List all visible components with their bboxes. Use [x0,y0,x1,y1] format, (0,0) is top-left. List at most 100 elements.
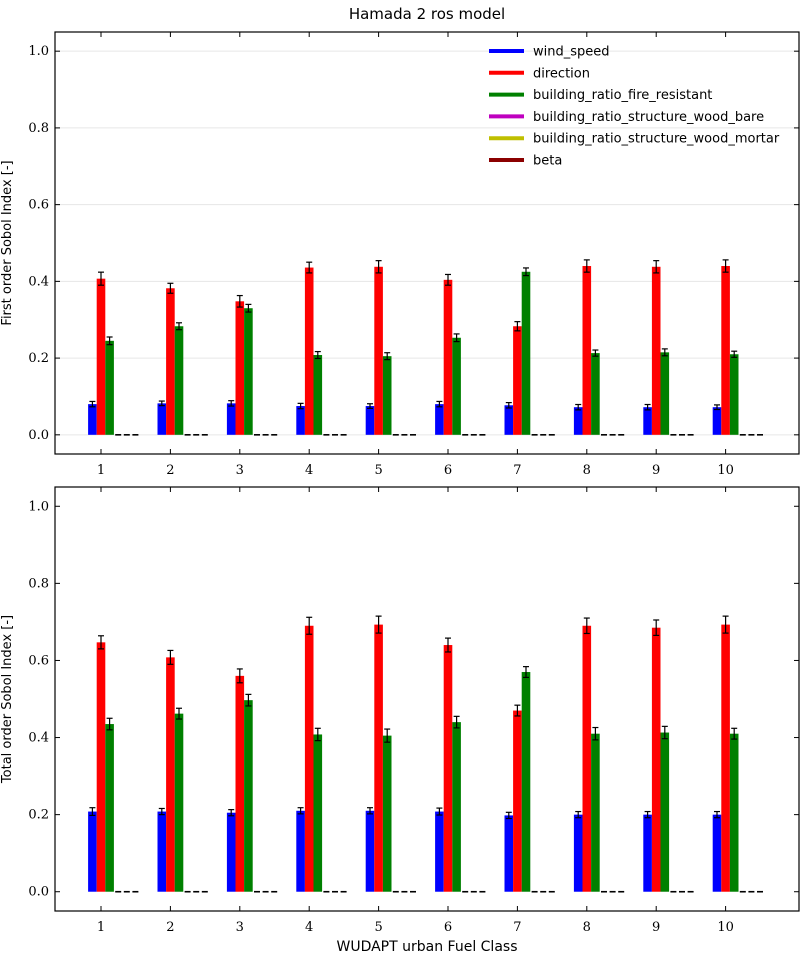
bar-direction [96,278,106,435]
y-tick-label: 0.8 [28,576,49,591]
bar-wind_speed [573,407,583,435]
bar-direction [235,301,245,435]
bar-wind_speed [157,403,167,435]
bar-direction [582,625,592,892]
bar-direction [721,624,730,892]
bar-wind_speed [435,404,444,435]
bar-direction [582,266,592,435]
axes-frame [54,31,800,455]
x-tick-label: 4 [305,463,313,478]
x-tick-label: 10 [717,920,734,935]
x-tick-label: 7 [513,463,521,478]
legend-label: beta [533,154,562,169]
bar-building_ratio_fire_resistant [521,672,531,892]
bar-direction [721,266,730,435]
bar-wind_speed [157,811,167,892]
bar-direction [304,267,314,435]
y-tick-label: 0.4 [28,731,49,746]
y-tick-label: 0.6 [28,653,49,668]
y-tick-label: 0.2 [28,808,49,823]
y-tick-label: 0.0 [28,428,49,443]
bar-building_ratio_fire_resistant [591,733,600,892]
bar-building_ratio_fire_resistant [382,735,392,892]
y-tick-label: 1.0 [28,499,49,514]
bar-building_ratio_fire_resistant [244,700,253,892]
x-tick-label: 8 [583,920,591,935]
bar-building_ratio_fire_resistant [452,337,461,435]
y-tick-label: 0.0 [28,885,49,900]
first-order-panel: 0.0 0.2 0.4 0.6 0.8 1.0 1 2 3 4 5 6 7 8 9 10 First order… [0,31,800,478]
bar-building_ratio_fire_resistant [452,722,461,892]
bar-wind_speed [365,810,375,892]
legend-label: direction [533,66,590,81]
bar-direction [513,326,522,435]
x-tick-label: 4 [305,920,313,935]
bar-wind_speed [296,810,305,892]
x-tick-label: 9 [652,920,660,935]
x-tick-label: 9 [652,463,660,478]
x-tick-label: 6 [444,920,452,935]
axes-frame [54,486,800,912]
bar-direction [443,645,453,892]
bar-building_ratio_fire_resistant [105,340,114,435]
legend-label: building_ratio_fire_resistant [533,88,712,103]
x-tick-label: 7 [513,920,521,935]
bar-direction [166,288,175,435]
bar-direction [235,675,245,892]
x-tick-label: 2 [166,920,174,935]
y-tick-label: 0.4 [28,274,49,289]
legend-label: wind_speed [533,45,610,60]
bar-direction [513,710,522,892]
bar-wind_speed [504,815,514,892]
bar-direction [651,627,661,892]
x-tick-label: 3 [236,920,244,935]
bar-wind_speed [643,407,652,435]
bar-wind_speed [88,404,97,435]
y-tick-label: 1.0 [28,44,49,59]
bar-wind_speed [226,812,236,892]
bar-direction [374,624,383,892]
x-tick-label: 3 [236,463,244,478]
x-tick-label: 1 [97,920,105,935]
bar-building_ratio_fire_resistant [244,308,253,435]
bar-wind_speed [88,811,97,892]
bar-wind_speed [573,814,583,892]
bar-building_ratio_fire_resistant [382,356,392,435]
y-tick-label: 0.2 [28,351,49,366]
x-tick-label: 5 [374,920,382,935]
y-axis-label: First order Sobol Index [-] [0,160,15,325]
bar-wind_speed [226,403,236,435]
legend: wind_speed direction building_ratio_fire_r… [489,45,780,169]
legend-label: building_ratio_structure_wood_mortar [533,132,780,147]
bar-building_ratio_fire_resistant [660,352,670,435]
bar-building_ratio_fire_resistant [521,271,531,435]
bar-wind_speed [365,406,375,435]
bar-building_ratio_fire_resistant [660,732,670,892]
bar-direction [651,266,661,435]
bar-building_ratio_fire_resistant [105,724,114,892]
bar-building_ratio_fire_resistant [313,355,323,435]
chart-title: Hamada 2 ros model [349,5,505,23]
x-tick-label: 1 [97,463,105,478]
bar-direction [374,266,383,435]
x-axis-label: WUDAPT urban Fuel Class [336,939,517,955]
bar-direction [166,657,175,892]
bar-wind_speed [504,405,514,435]
bar-building_ratio_fire_resistant [729,354,739,435]
bar-direction [443,279,453,435]
bar-direction [304,625,314,892]
bar-wind_speed [296,406,305,435]
bar-building_ratio_fire_resistant [591,353,600,435]
y-tick-label: 0.6 [28,198,49,213]
bar-building_ratio_fire_resistant [313,734,323,892]
legend-label: building_ratio_structure_wood_bare [533,110,764,125]
bar-wind_speed [712,814,722,892]
bar-building_ratio_fire_resistant [174,713,184,892]
bar-wind_speed [712,407,722,435]
bar-wind_speed [435,811,444,892]
bar-building_ratio_fire_resistant [729,733,739,892]
y-tick-label: 0.8 [28,121,49,136]
x-tick-label: 10 [717,463,734,478]
x-tick-label: 8 [583,463,591,478]
